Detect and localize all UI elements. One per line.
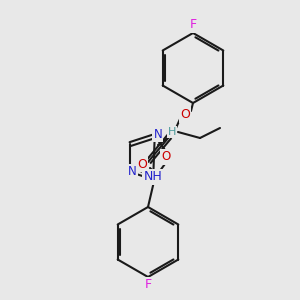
Text: H: H [168, 127, 176, 137]
Text: N: N [153, 128, 162, 141]
Text: N: N [128, 165, 136, 178]
Text: O: O [161, 151, 171, 164]
Text: O: O [180, 109, 190, 122]
Text: NH: NH [144, 170, 162, 184]
Text: F: F [144, 278, 152, 292]
Text: O: O [137, 158, 147, 170]
Text: F: F [189, 19, 197, 32]
